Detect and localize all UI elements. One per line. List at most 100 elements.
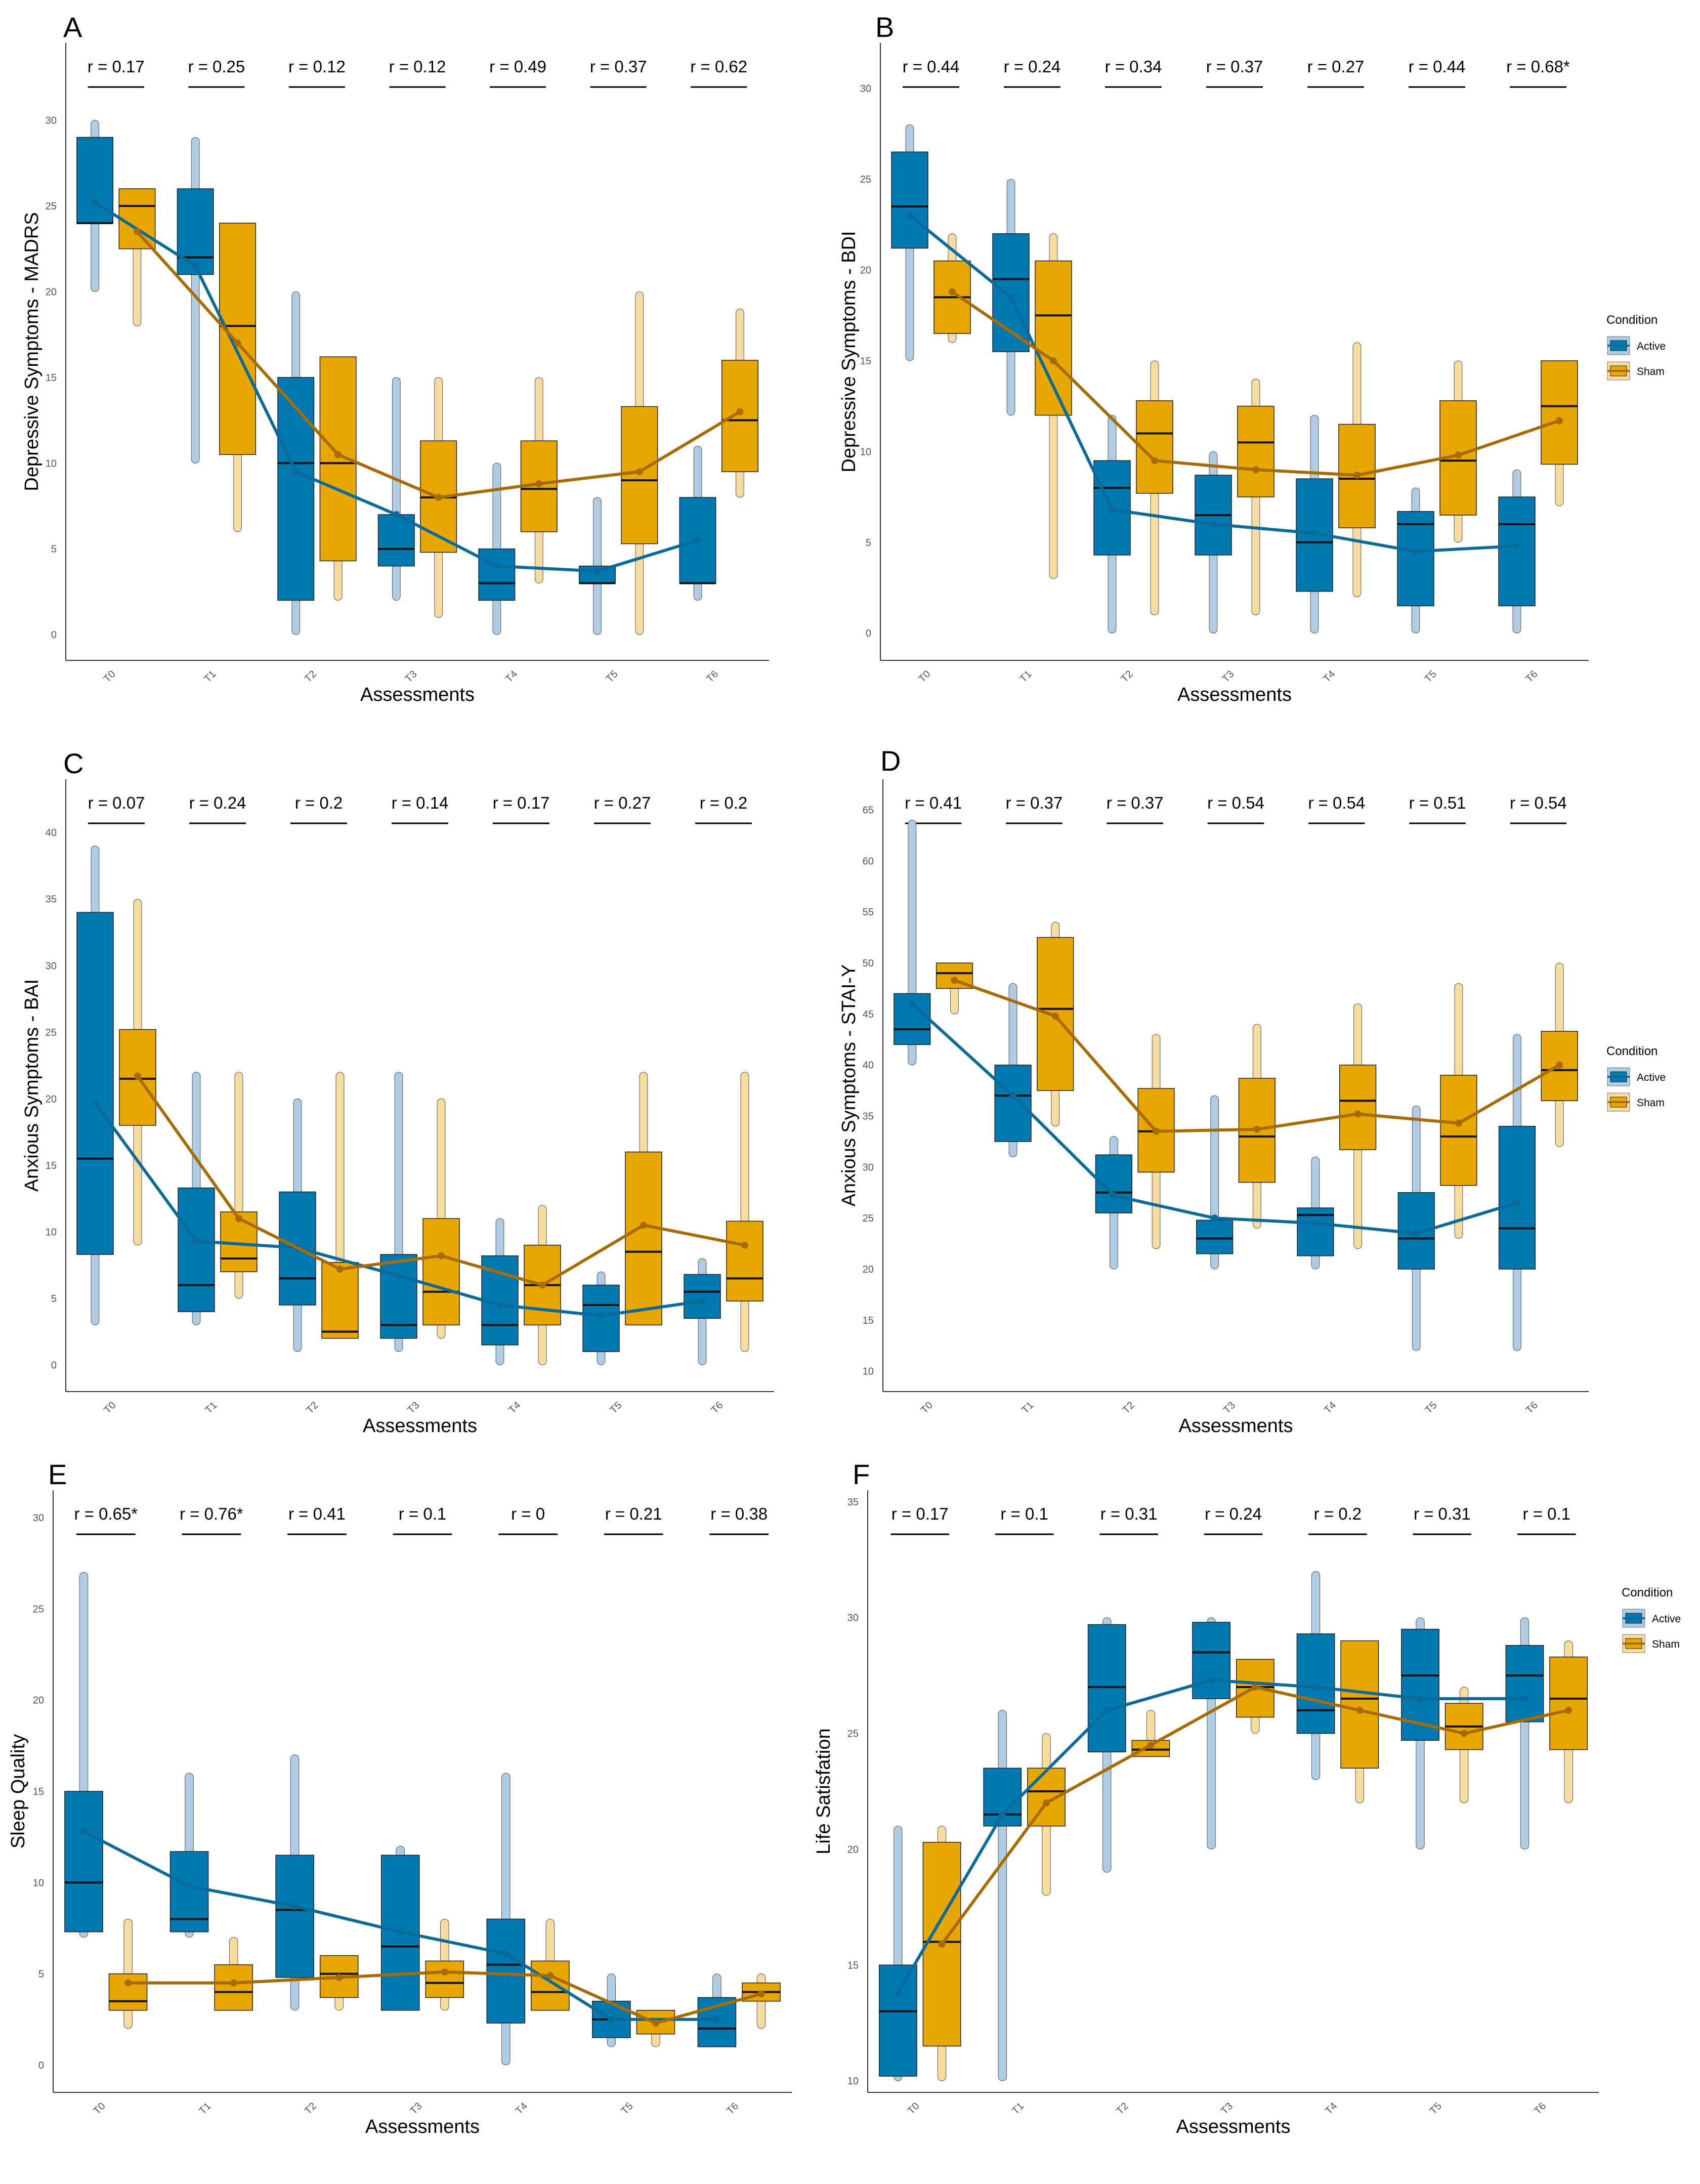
y-tick-label: 20 [33, 1695, 44, 1706]
mean-point [1007, 293, 1014, 301]
mean-point [1050, 357, 1057, 364]
x-axis-title: Assessments [1177, 684, 1292, 705]
legend-title: Condition [1622, 1586, 1673, 1600]
y-tick-label: 35 [46, 894, 57, 905]
y-tick-label: 30 [33, 1513, 44, 1524]
legend-swatch [1607, 336, 1630, 355]
x-tick-label: T5 [1428, 2101, 1444, 2117]
mean-point [1521, 1695, 1528, 1702]
x-tick-label: T4 [1322, 1400, 1338, 1416]
y-tick-label: 25 [46, 201, 57, 212]
r-label: r = 0 [511, 1504, 545, 1523]
x-tick-label: T6 [1524, 1400, 1540, 1416]
mean-point [441, 1968, 448, 1976]
mean-point [757, 1990, 765, 1998]
y-axis-title: Sleep Quality [8, 1734, 29, 1849]
r-label: r = 0.25 [188, 57, 245, 76]
x-tick-label: T4 [514, 2101, 530, 2117]
violin [998, 1710, 1007, 2081]
box [119, 1029, 156, 1126]
box [721, 360, 758, 472]
box [1237, 405, 1274, 497]
legend: Condition Active Sham [1622, 1586, 1681, 1653]
box [486, 1918, 526, 2024]
y-tick-label: 55 [863, 907, 874, 918]
series-sham [118, 188, 758, 635]
legend: Condition Active Sham [1606, 313, 1666, 381]
r-label: r = 0.31 [1414, 1504, 1471, 1523]
r-label: r = 0.51 [1409, 793, 1466, 812]
panel-letter: C [63, 747, 83, 779]
x-tick-label: T6 [1532, 2101, 1548, 2117]
x-tick-label: T2 [1121, 1400, 1137, 1416]
panel-letter: D [880, 745, 901, 777]
x-tick-label: T4 [506, 1400, 523, 1416]
y-tick-label: 5 [38, 1969, 44, 1980]
y-tick-label: 40 [46, 827, 57, 838]
x-tick-label: T6 [1523, 668, 1540, 685]
mean-point [124, 1979, 132, 1987]
mean-point [608, 2015, 615, 2023]
r-label: r = 0.1 [1523, 1504, 1570, 1523]
series-sham [119, 899, 763, 1365]
r-label: r = 0.27 [594, 793, 651, 812]
mean-point [539, 1281, 546, 1289]
x-axis-title: Assessments [360, 684, 475, 705]
x-axis-title: Assessments [1179, 1415, 1293, 1437]
panel-letter: F [853, 1458, 870, 1490]
mean-point [1417, 1695, 1424, 1702]
legend-swatch [1622, 1634, 1645, 1653]
y-tick-label: 15 [847, 1960, 859, 1971]
mean-point [1513, 542, 1520, 550]
y-axis-title: Depressive Symptoms - MADRS [21, 212, 42, 491]
series-active [64, 1572, 737, 2066]
x-tick-label: T6 [709, 1400, 725, 1416]
r-label: r = 0.12 [288, 57, 346, 76]
y-tick-label: 5 [51, 544, 57, 555]
mean-point [1356, 1706, 1364, 1714]
mean-point [1211, 1214, 1218, 1222]
mean-point [186, 1882, 193, 1890]
box [277, 377, 315, 601]
r-label: r = 0.24 [1004, 57, 1061, 76]
mean-point [1513, 1199, 1521, 1206]
mean-point [493, 562, 500, 570]
mean-point [133, 228, 141, 235]
mean-point [502, 1950, 509, 1957]
legend-swatch [1607, 361, 1630, 381]
r-label: r = 0.12 [389, 57, 446, 76]
x-tick-label: T0 [906, 2101, 922, 2117]
mean-point [438, 1252, 445, 1259]
r-label: r = 0.21 [605, 1504, 662, 1523]
x-tick-label: T5 [1422, 668, 1438, 685]
y-tick-label: 65 [863, 805, 874, 816]
r-label: r = 0.62 [690, 57, 747, 76]
box [891, 151, 928, 249]
mean-point [999, 1811, 1006, 1818]
mean-point [234, 340, 241, 347]
y-tick-label: 15 [860, 356, 871, 367]
x-tick-label: T3 [1219, 2101, 1235, 2117]
y-tick-label: 25 [33, 1604, 44, 1615]
mean-point [92, 1099, 99, 1107]
mean-point [535, 480, 543, 487]
mean-point [1251, 1684, 1259, 1691]
violin [392, 377, 401, 601]
series-sham [922, 1640, 1588, 2081]
y-tick-label: 15 [46, 1160, 57, 1171]
box [1087, 1624, 1126, 1752]
mean-point [640, 1222, 647, 1229]
y-tick-label: 25 [863, 1213, 874, 1224]
series-active [878, 1571, 1544, 2081]
mean-point [335, 1973, 343, 1981]
x-tick-label: T5 [604, 668, 620, 685]
x-tick-label: T6 [725, 2101, 741, 2117]
box [1339, 1064, 1377, 1150]
legend-swatch [1607, 1067, 1630, 1086]
r-label: r = 0.2 [295, 793, 343, 812]
box [118, 188, 156, 249]
y-tick-label: 10 [860, 446, 871, 457]
series-active [76, 120, 716, 635]
box [1541, 360, 1578, 465]
mean-point [1210, 520, 1217, 528]
